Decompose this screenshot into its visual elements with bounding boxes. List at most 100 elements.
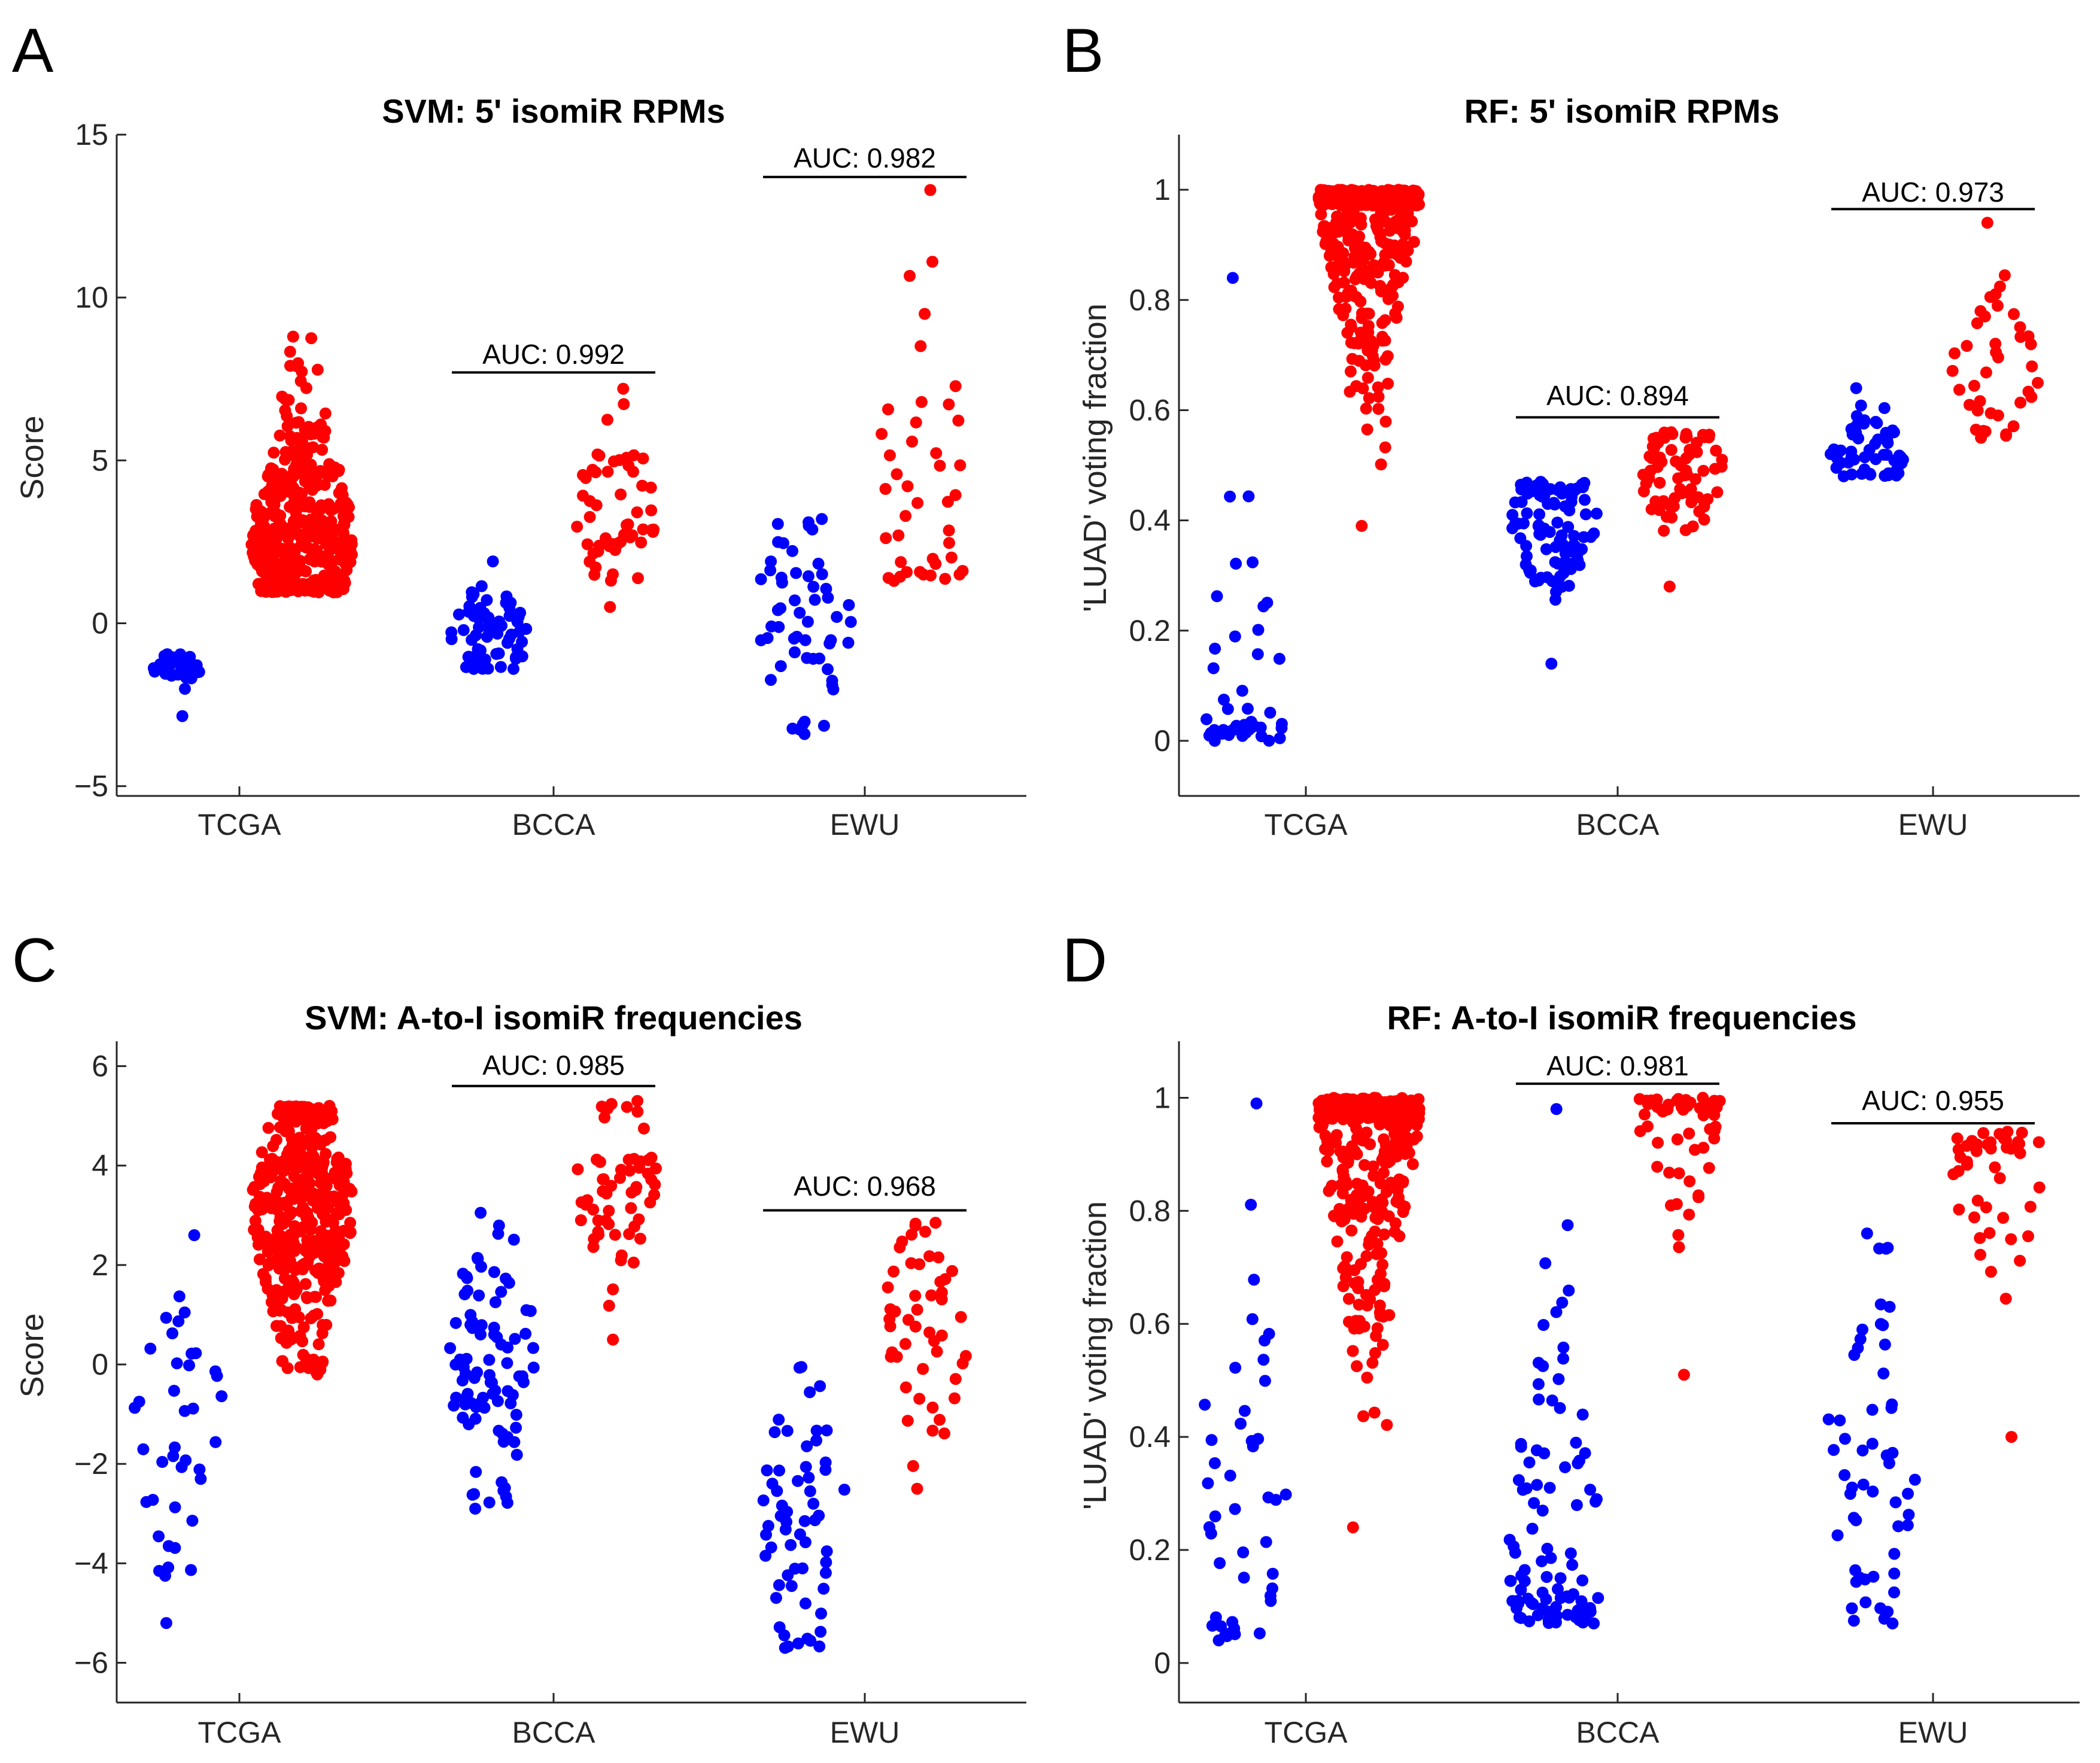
non-luad-point-tcga (1250, 1097, 1263, 1110)
non-luad-point-bcca (500, 597, 512, 609)
non-luad-point-ewu (789, 594, 801, 607)
non-luad-point-ewu (1888, 1586, 1900, 1598)
non-luad-point-ewu (814, 1380, 826, 1393)
luad-point-tcga (345, 538, 358, 551)
x-tick-ewu-a: EWU (830, 808, 900, 841)
non-luad-point-tcga (173, 1290, 186, 1303)
luad-point-bcca (1633, 1093, 1646, 1105)
non-luad-point-tcga (169, 1542, 181, 1554)
non-luad-point-ewu (781, 1506, 794, 1518)
luad-point-tcga (1382, 1210, 1395, 1223)
non-luad-point-bcca (1515, 1440, 1527, 1453)
panel-letter-d: D (1062, 926, 1107, 995)
non-luad-point-ewu (794, 607, 806, 619)
luad-point-tcga (1325, 1181, 1338, 1194)
non-luad-point-bcca (459, 1367, 472, 1380)
non-luad-point-bcca (516, 1370, 528, 1382)
non-luad-point-ewu (785, 1539, 797, 1551)
non-luad-point-ewu (793, 1361, 806, 1374)
luad-point-tcga (320, 1134, 332, 1147)
luad-point-bcca (625, 1202, 637, 1214)
non-luad-point-bcca (1533, 508, 1546, 521)
luad-point-bcca (632, 572, 644, 585)
luad-point-bcca (1680, 430, 1693, 443)
non-luad-point-ewu (1859, 1596, 1872, 1609)
non-luad-point-tcga (171, 1357, 183, 1370)
non-luad-point-bcca (470, 1466, 482, 1478)
luad-point-ewu (1953, 1203, 1965, 1216)
luad-point-tcga (284, 501, 296, 513)
luad-point-tcga (311, 421, 323, 434)
non-luad-point-ewu (1850, 382, 1862, 394)
y-tick-label: 0 (1154, 1646, 1171, 1680)
non-luad-point-ewu (1883, 428, 1895, 440)
non-luad-point-tcga (1209, 1611, 1222, 1624)
non-luad-point-ewu (799, 1536, 812, 1549)
luad-point-bcca (604, 601, 616, 613)
luad-point-ewu (925, 1289, 938, 1302)
non-luad-point-bcca (1540, 543, 1552, 555)
luad-point-bcca (1697, 1141, 1710, 1154)
luad-point-bcca (607, 1283, 619, 1296)
luad-point-tcga (324, 1294, 337, 1307)
luad-point-tcga (1369, 1211, 1382, 1224)
non-luad-point-ewu (1874, 1298, 1887, 1311)
luad-point-tcga (253, 1171, 265, 1183)
non-luad-point-bcca (495, 1285, 507, 1298)
luad-point-tcga (1360, 359, 1372, 372)
non-luad-point-bcca (1561, 1590, 1573, 1603)
luad-point-tcga (275, 1230, 287, 1242)
non-luad-point-bcca (1590, 507, 1603, 520)
luad-point-tcga (333, 539, 346, 551)
luad-point-bcca (587, 1241, 600, 1253)
non-luad-point-ewu (774, 660, 787, 673)
non-luad-point-bcca (1537, 478, 1549, 490)
luad-point-ewu (913, 1393, 926, 1405)
non-luad-point-ewu (843, 599, 855, 611)
luad-point-bcca (594, 1156, 606, 1168)
luad-point-ewu (949, 1373, 962, 1385)
luad-point-bcca (1685, 496, 1698, 509)
luad-point-tcga (293, 1178, 306, 1190)
non-luad-point-ewu (819, 1567, 832, 1579)
luad-point-tcga (301, 449, 313, 461)
panel-letter-b: B (1062, 16, 1104, 86)
luad-point-tcga (305, 332, 318, 345)
non-luad-point-bcca (510, 1449, 523, 1461)
luad-point-ewu (2026, 360, 2038, 373)
luad-point-bcca (1646, 440, 1659, 453)
luad-point-tcga (1348, 1264, 1361, 1276)
y-tick-label: 1 (1154, 173, 1171, 206)
luad-point-ewu (926, 1402, 939, 1414)
luad-point-tcga (1353, 338, 1365, 349)
y-tick-label: 0 (92, 1348, 108, 1381)
luad-point-bcca (572, 1163, 584, 1175)
non-luad-point-tcga (1208, 1457, 1221, 1469)
luad-point-bcca (633, 1213, 645, 1226)
non-luad-point-bcca (489, 1384, 502, 1397)
luad-point-tcga (317, 1319, 329, 1331)
non-luad-point-bcca (1564, 1547, 1577, 1560)
luad-point-ewu (2000, 430, 2012, 442)
luad-point-tcga (267, 1165, 279, 1178)
non-luad-point-tcga (1246, 1313, 1259, 1326)
non-luad-point-bcca (1513, 1611, 1525, 1624)
luad-point-tcga (1347, 1345, 1359, 1357)
luad-point-ewu (1946, 364, 1959, 377)
non-luad-point-ewu (804, 1386, 816, 1399)
non-luad-point-ewu (800, 1461, 812, 1473)
non-luad-point-ewu (792, 1637, 804, 1650)
luad-point-ewu (919, 308, 931, 320)
luad-point-tcga (280, 1336, 293, 1349)
luad-point-bcca (635, 536, 648, 549)
non-luad-point-tcga (1262, 1491, 1275, 1504)
luad-point-ewu (1984, 1142, 1997, 1155)
non-luad-point-bcca (1576, 1574, 1589, 1586)
luad-point-ewu (1980, 366, 1992, 379)
luad-point-tcga (296, 581, 308, 593)
luad-point-bcca (623, 1228, 636, 1241)
luad-point-tcga (317, 1157, 329, 1170)
luad-point-tcga (1368, 359, 1381, 372)
luad-point-ewu (1992, 351, 2004, 364)
x-tick-bcca-c: BCCA (512, 1716, 596, 1749)
